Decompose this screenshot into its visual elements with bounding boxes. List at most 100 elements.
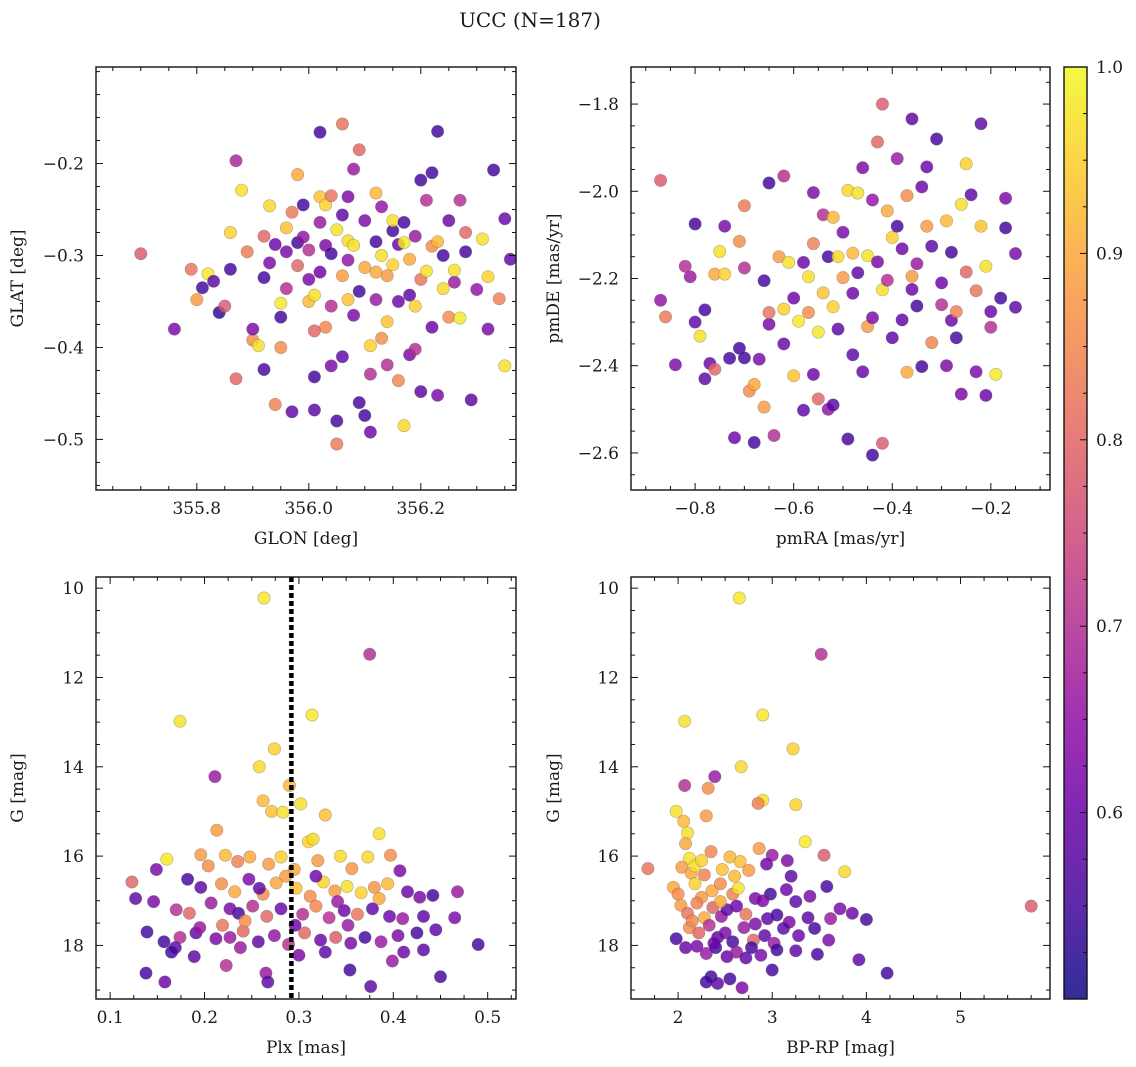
data-point xyxy=(905,112,919,126)
data-point xyxy=(875,97,889,111)
data-point xyxy=(365,902,379,916)
data-point xyxy=(806,186,820,200)
data-point xyxy=(303,889,317,903)
x-tick-label: 0.4 xyxy=(380,1008,407,1028)
data-point xyxy=(223,262,237,276)
data-point xyxy=(431,235,445,249)
data-point xyxy=(367,880,381,894)
data-point xyxy=(811,325,825,339)
data-point xyxy=(776,921,790,935)
data-point xyxy=(826,300,840,314)
y-axis-label: G [mag] xyxy=(8,753,28,822)
data-point xyxy=(470,282,484,296)
data-point xyxy=(363,367,377,381)
data-point xyxy=(279,245,293,259)
data-point xyxy=(134,247,148,261)
x-tick-label: 0.3 xyxy=(285,1008,312,1028)
data-point xyxy=(194,848,208,862)
data-point xyxy=(846,246,860,260)
data-point xyxy=(851,186,865,200)
data-point xyxy=(305,708,319,722)
data-point xyxy=(765,848,779,862)
data-point xyxy=(209,932,223,946)
data-point xyxy=(748,917,762,931)
data-point xyxy=(770,943,784,957)
data-point xyxy=(757,400,771,414)
data-point xyxy=(690,939,704,953)
panel-galactic-position: 355.8 356.0 356.2 −0.2 −0.3 −0.4 −0.5 GLON [deg… xyxy=(8,66,517,549)
data-point xyxy=(737,921,751,935)
y-tick-label: 18 xyxy=(62,936,84,956)
data-point xyxy=(341,918,355,932)
data-point xyxy=(789,798,803,812)
data-point xyxy=(713,877,727,891)
data-point xyxy=(313,265,327,279)
data-point xyxy=(268,397,282,411)
data-point xyxy=(816,286,830,300)
data-point xyxy=(806,237,820,251)
data-point xyxy=(318,945,332,959)
data-point xyxy=(147,895,161,909)
data-point xyxy=(833,902,847,916)
data-point xyxy=(335,117,349,131)
data-point xyxy=(498,359,512,373)
data-point xyxy=(747,377,761,391)
data-point xyxy=(880,273,894,287)
data-point xyxy=(758,929,772,943)
data-point xyxy=(679,941,693,955)
data-point xyxy=(690,896,704,910)
data-point xyxy=(760,857,774,871)
data-point xyxy=(252,760,266,774)
data-point xyxy=(713,245,727,259)
data-point xyxy=(229,372,243,386)
data-point xyxy=(372,827,386,841)
data-point xyxy=(930,132,944,146)
x-tick-label: −0.2 xyxy=(970,499,1011,519)
data-point xyxy=(296,907,310,921)
data-point xyxy=(257,362,271,376)
data-point xyxy=(925,239,939,253)
data-point xyxy=(735,981,749,995)
data-point xyxy=(416,909,430,923)
data-point xyxy=(846,286,860,300)
data-point xyxy=(190,293,204,307)
x-axis-label: pmRA [mas/yr] xyxy=(776,529,905,549)
y-tick-label: 10 xyxy=(62,579,84,599)
data-point xyxy=(313,125,327,139)
y-tick-label: 14 xyxy=(62,758,84,778)
data-point xyxy=(433,970,447,984)
data-point xyxy=(459,245,473,259)
data-point xyxy=(870,135,884,149)
data-point xyxy=(845,906,859,920)
data-point xyxy=(194,880,208,894)
data-point xyxy=(669,804,683,818)
data-point xyxy=(708,770,722,784)
data-point xyxy=(910,299,924,313)
data-point xyxy=(994,291,1008,305)
data-point xyxy=(181,872,195,886)
data-point xyxy=(822,933,836,947)
data-point xyxy=(187,950,201,964)
data-point xyxy=(979,259,993,273)
data-point xyxy=(701,781,715,795)
data-point xyxy=(274,850,288,864)
data-point xyxy=(732,591,746,605)
data-point xyxy=(309,899,323,913)
axes-frame xyxy=(630,576,1051,1000)
data-point xyxy=(374,935,388,949)
data-point xyxy=(723,351,737,365)
data-point xyxy=(974,219,988,233)
data-point xyxy=(403,288,417,302)
data-point xyxy=(939,214,953,228)
data-point xyxy=(262,857,276,871)
data-point xyxy=(836,225,850,239)
data-point xyxy=(313,215,327,229)
colorbar-tick-label: 0.8 xyxy=(1096,431,1123,451)
data-point xyxy=(416,943,430,957)
x-tick-label: −0.6 xyxy=(773,499,814,519)
data-point xyxy=(885,331,899,345)
data-point xyxy=(895,242,909,256)
data-point xyxy=(344,936,358,950)
data-point xyxy=(229,154,243,168)
data-point xyxy=(954,197,968,211)
